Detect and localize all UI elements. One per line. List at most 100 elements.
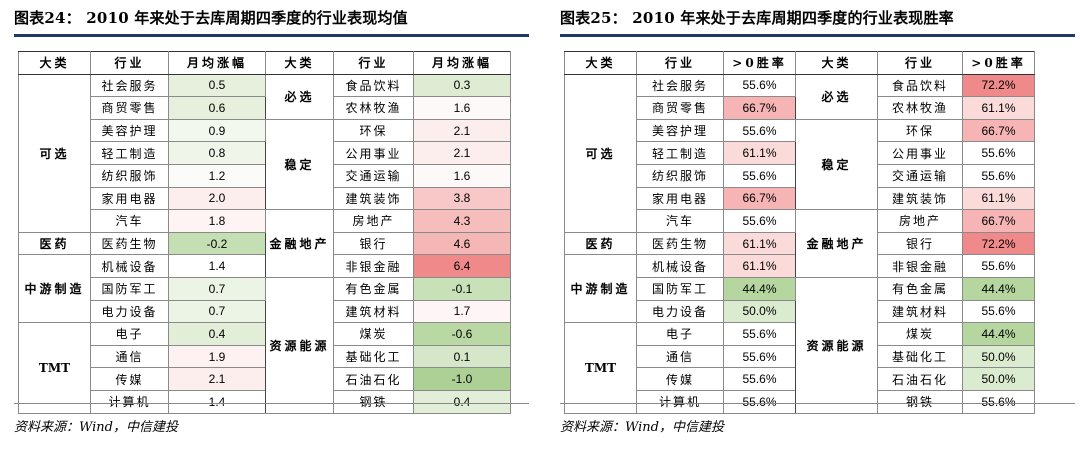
value-cell: 55.6% <box>723 163 796 188</box>
table-row: 家用电器 66.7% 建筑装饰 61.1% <box>565 186 1035 211</box>
value-cell: 0.8 <box>168 141 266 165</box>
category-cell: 可选 <box>564 73 637 233</box>
industry-cell: 交通运输 <box>877 163 963 188</box>
industry-cell: 银行 <box>333 231 414 256</box>
value-cell: 55.6% <box>962 141 1035 165</box>
column-header: 行业 <box>636 51 724 75</box>
industry-cell: 钢铁 <box>333 389 414 414</box>
value-cell: 6.4 <box>413 254 511 278</box>
value-cell: 50.0% <box>962 367 1035 391</box>
category-cell: 稳定 <box>265 118 334 211</box>
value-cell: 1.4 <box>168 254 266 278</box>
value-cell: 44.4% <box>723 276 796 301</box>
column-header: 行业 <box>877 51 963 75</box>
industry-cell: 建筑装饰 <box>333 186 414 211</box>
category-cell: 医药 <box>564 231 637 256</box>
value-cell: 66.7% <box>723 186 796 211</box>
industry-cell: 国防军工 <box>90 276 169 301</box>
category-cell: TMT <box>564 322 637 414</box>
industry-cell: 有色金属 <box>333 276 414 301</box>
industry-cell: 社会服务 <box>636 73 724 98</box>
category-cell: 金融地产 <box>265 209 334 278</box>
value-cell: 4.6 <box>413 231 511 256</box>
industry-cell: 纺织服饰 <box>636 163 724 188</box>
industry-cell: 轻工制造 <box>636 141 724 165</box>
value-cell: 55.6% <box>723 322 796 346</box>
table-row: 可选 社会服务 55.6% 必选 食品饮料 72.2% <box>564 73 1035 233</box>
industry-cell: 石油石化 <box>333 367 414 391</box>
value-cell: 0.6 <box>168 96 266 120</box>
value-cell: 2.1 <box>168 367 266 391</box>
category-cell: 中游制造 <box>564 254 637 324</box>
industry-cell: 银行 <box>877 231 963 256</box>
table-row: 医药 医药生物 61.1% 银行 72.2% <box>564 231 1035 256</box>
value-cell: 2.0 <box>168 186 266 211</box>
value-cell: -0.2 <box>168 231 266 256</box>
table-row: 电力设备 50.0% 建筑材料 55.6% <box>565 299 1035 324</box>
value-cell: 1.6 <box>413 163 511 188</box>
column-header: 行业 <box>90 51 169 75</box>
title-rule <box>14 34 529 37</box>
industry-cell: 房地产 <box>333 209 414 233</box>
value-cell: 1.6 <box>413 96 511 120</box>
value-cell: 55.6% <box>723 73 796 98</box>
value-cell: 1.2 <box>168 163 266 188</box>
industry-cell: 电子 <box>90 322 169 346</box>
industry-cell: 美容护理 <box>90 118 169 143</box>
industry-cell: 社会服务 <box>90 73 169 98</box>
industry-cell: 农林牧渔 <box>877 96 963 120</box>
industry-cell: 交通运输 <box>333 163 414 188</box>
table-row: 美容护理 55.6% 稳定 环保 66.7% <box>565 118 1035 211</box>
value-cell: 1.7 <box>413 299 511 324</box>
table-row: 国防军工 0.7 资源能源 有色金属 -0.1 <box>19 276 511 414</box>
value-cell: 61.1% <box>962 96 1035 120</box>
industry-cell: 通信 <box>90 344 169 369</box>
value-cell: 61.1% <box>962 186 1035 211</box>
value-cell: 55.6% <box>723 344 796 369</box>
industry-cell: 煤炭 <box>877 322 963 346</box>
industry-cell: 建筑装饰 <box>877 186 963 211</box>
column-header: 大类 <box>265 51 334 75</box>
industry-cell: 传媒 <box>90 367 169 391</box>
table-row: 轻工制造 61.1% 公用事业 55.6% <box>565 141 1035 165</box>
industry-cell: 基础化工 <box>877 344 963 369</box>
returns-table: 大类 行业 月均涨幅 大类 行业 月均涨幅 可选 社会服务 0.5 必选 食品饮料 0.3 商贸零售 0.… <box>18 51 511 414</box>
title-rule <box>560 34 1075 37</box>
value-cell: 61.1% <box>723 254 796 278</box>
table-row: 商贸零售 66.7% 农林牧渔 61.1% <box>565 96 1035 120</box>
value-cell: 66.7% <box>962 118 1035 143</box>
value-cell: 55.6% <box>723 389 796 414</box>
value-cell: 2.1 <box>413 141 511 165</box>
industry-cell: 石油石化 <box>877 367 963 391</box>
value-cell: 0.3 <box>413 73 511 98</box>
figure-title: 图表24： 2010 年来处于去库周期四季度的行业表现均值 <box>14 9 408 27</box>
value-cell: 55.6% <box>723 209 796 233</box>
value-cell: 55.6% <box>962 389 1035 414</box>
industry-cell: 电力设备 <box>636 299 724 324</box>
value-cell: 66.7% <box>962 209 1035 233</box>
industry-cell: 轻工制造 <box>90 141 169 165</box>
value-cell: 61.1% <box>723 231 796 256</box>
industry-cell: 公用事业 <box>877 141 963 165</box>
table-row: 医药 医药生物 -0.2 银行 4.6 <box>18 231 511 256</box>
value-cell: 0.4 <box>168 322 266 346</box>
column-header: 月均涨幅 <box>168 51 266 75</box>
column-header: 大类 <box>795 51 878 75</box>
table-row: 计算机 55.6% 钢铁 55.6% <box>565 389 1035 414</box>
value-cell: 55.6% <box>723 367 796 391</box>
value-cell: 0.9 <box>168 118 266 143</box>
industry-cell: 非银金融 <box>333 254 414 278</box>
value-cell: 55.6% <box>962 254 1035 278</box>
table-row: 家用电器 2.0 建筑装饰 3.8 <box>19 186 511 211</box>
industry-cell: 电力设备 <box>90 299 169 324</box>
column-header: 行业 <box>333 51 414 75</box>
table-row: 纺织服饰 1.2 交通运输 1.6 <box>19 163 511 188</box>
table-row: 计算机 1.4 钢铁 0.4 <box>19 389 511 414</box>
source-note: 资料来源：Wind，中信建投 <box>14 403 529 435</box>
value-cell: 55.6% <box>962 163 1035 188</box>
industry-cell: 电子 <box>636 322 724 346</box>
value-cell: 1.9 <box>168 344 266 369</box>
industry-cell: 纺织服饰 <box>90 163 169 188</box>
industry-cell: 机械设备 <box>90 254 169 278</box>
table-row: 通信 55.6% 基础化工 50.0% <box>565 344 1035 369</box>
